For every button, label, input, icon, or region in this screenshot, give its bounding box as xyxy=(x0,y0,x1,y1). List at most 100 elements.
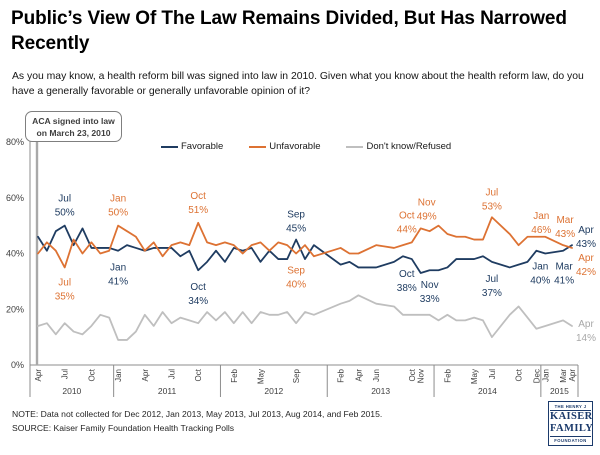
legend-label: Don't know/Refused xyxy=(366,141,452,152)
data-label-value: 41% xyxy=(554,276,574,287)
year-label: 2013 xyxy=(371,386,390,396)
data-label-value: 44% xyxy=(397,224,417,235)
month-tick-label: Apr xyxy=(568,369,577,382)
month-tick-label: Nov xyxy=(417,369,426,383)
data-label-month: Sep xyxy=(287,210,305,221)
month-tick-label: Oct xyxy=(515,368,524,381)
legend-item-1: Unfavorable xyxy=(249,141,320,152)
logo-family: FAMILY xyxy=(550,423,593,437)
data-label-month: Jan xyxy=(533,211,549,222)
month-tick-label: Sep xyxy=(292,368,301,383)
data-label-value: 37% xyxy=(482,288,502,299)
month-tick-label: Jun xyxy=(372,369,381,382)
data-label-value: 38% xyxy=(397,283,417,294)
data-label-value: 50% xyxy=(108,208,128,219)
legend-swatch xyxy=(346,145,364,148)
data-label-value: 43% xyxy=(555,229,575,240)
month-tick-label: Oct xyxy=(194,368,203,381)
aca-annotation-line2: on March 23, 2010 xyxy=(36,127,111,138)
legend-item-0: Favorable xyxy=(161,141,223,152)
month-tick-label: Jul xyxy=(488,369,497,379)
data-label-month: Apr xyxy=(578,319,594,330)
data-label-value: 14% xyxy=(576,333,596,344)
data-label-month: Jan xyxy=(110,263,126,274)
y-axis-tick-label: 80% xyxy=(6,137,24,147)
survey-question: As you may know, a health reform bill wa… xyxy=(12,71,584,97)
legend-label: Unfavorable xyxy=(269,141,321,152)
year-label: 2012 xyxy=(264,386,283,396)
page-title: Public’s View Of The Law Remains Divided… xyxy=(11,6,595,56)
page-title-line2: Recently xyxy=(11,33,90,55)
data-label-month: Jul xyxy=(58,194,71,205)
series-line-0 xyxy=(37,224,573,274)
y-axis-tick-label: 60% xyxy=(6,193,24,203)
series-line-1 xyxy=(37,216,573,269)
month-tick-label: Apr xyxy=(34,369,43,382)
month-tick-label: Feb xyxy=(230,368,239,382)
series-line-2 xyxy=(37,294,573,341)
legend-swatch xyxy=(161,145,178,148)
month-tick-label: Jul xyxy=(61,369,70,379)
data-label-value: 35% xyxy=(55,291,75,302)
chart-legend: Favorable Unfavorable Don't know/Refused xyxy=(161,141,451,152)
footnote-block: NOTE: Data not collected for Dec 2012, J… xyxy=(12,408,382,436)
data-label-value: 53% xyxy=(482,201,502,212)
month-tick-label: Apr xyxy=(141,369,150,382)
year-label: 2015 xyxy=(550,386,569,396)
data-label-value: 40% xyxy=(530,276,550,287)
note-text: NOTE: Data not collected for Dec 2012, J… xyxy=(12,409,383,419)
month-tick-label: May xyxy=(470,369,479,384)
y-axis-tick-label: 40% xyxy=(6,249,24,259)
page-title-line1: Public’s View Of The Law Remains Divided… xyxy=(11,8,567,29)
data-label-month: Jul xyxy=(486,274,499,285)
month-tick-label: Feb xyxy=(337,368,346,382)
data-label-value: 51% xyxy=(188,205,208,216)
data-label-value: 41% xyxy=(108,277,128,288)
data-label-value: 40% xyxy=(286,280,306,291)
legend-label: Favorable xyxy=(181,141,224,152)
aca-annotation-line1: ACA signed into law xyxy=(32,115,115,126)
data-label-month: Oct xyxy=(190,282,206,293)
kff-logo: THE HENRY J KAISER FAMILY FOUNDATION xyxy=(548,401,593,446)
data-label-value: 45% xyxy=(286,224,306,235)
data-label-value: 42% xyxy=(576,267,596,278)
month-tick-label: Dec xyxy=(532,369,541,383)
y-axis-tick-label: 20% xyxy=(6,304,24,314)
logo-the-henry-j: THE HENRY J xyxy=(550,404,591,411)
month-tick-label: Oct xyxy=(408,368,417,381)
data-label-month: Oct xyxy=(399,210,415,221)
month-tick-label: May xyxy=(257,369,266,384)
logo-kaiser: KAISER xyxy=(550,411,593,423)
data-label-value: 43% xyxy=(576,239,596,250)
month-tick-label: Oct xyxy=(87,368,96,381)
aca-signed-annotation: ACA signed into law on March 23, 2010 xyxy=(25,111,122,142)
legend-swatch xyxy=(249,145,267,148)
data-label-value: 46% xyxy=(531,225,551,236)
data-label-value: 49% xyxy=(417,211,437,222)
data-label-month: Jan xyxy=(110,194,126,205)
data-label-value: 33% xyxy=(420,294,440,305)
year-label: 2014 xyxy=(478,386,497,396)
data-label-month: Sep xyxy=(287,266,305,277)
data-label-month: Nov xyxy=(418,197,436,208)
data-label-month: Apr xyxy=(578,225,594,236)
data-label-value: 50% xyxy=(55,208,75,219)
data-label-month: Nov xyxy=(421,280,439,291)
year-label: 2011 xyxy=(158,386,177,396)
data-label-month: Jul xyxy=(486,187,499,198)
y-axis-tick-label: 0% xyxy=(11,360,24,370)
source-text: SOURCE: Kaiser Family Foundation Health … xyxy=(12,422,235,433)
logo-foundation: FOUNDATION xyxy=(554,437,587,443)
data-label-month: Apr xyxy=(578,253,594,264)
data-label-value: 34% xyxy=(188,296,208,307)
year-label: 2010 xyxy=(62,386,81,396)
month-tick-label: Apr xyxy=(354,369,363,382)
data-label-month: Oct xyxy=(399,269,415,280)
month-tick-label: Jan xyxy=(114,369,123,382)
month-tick-label: Jul xyxy=(168,369,177,379)
month-tick-label: Jan xyxy=(541,369,550,382)
data-label-month: Oct xyxy=(190,191,206,202)
